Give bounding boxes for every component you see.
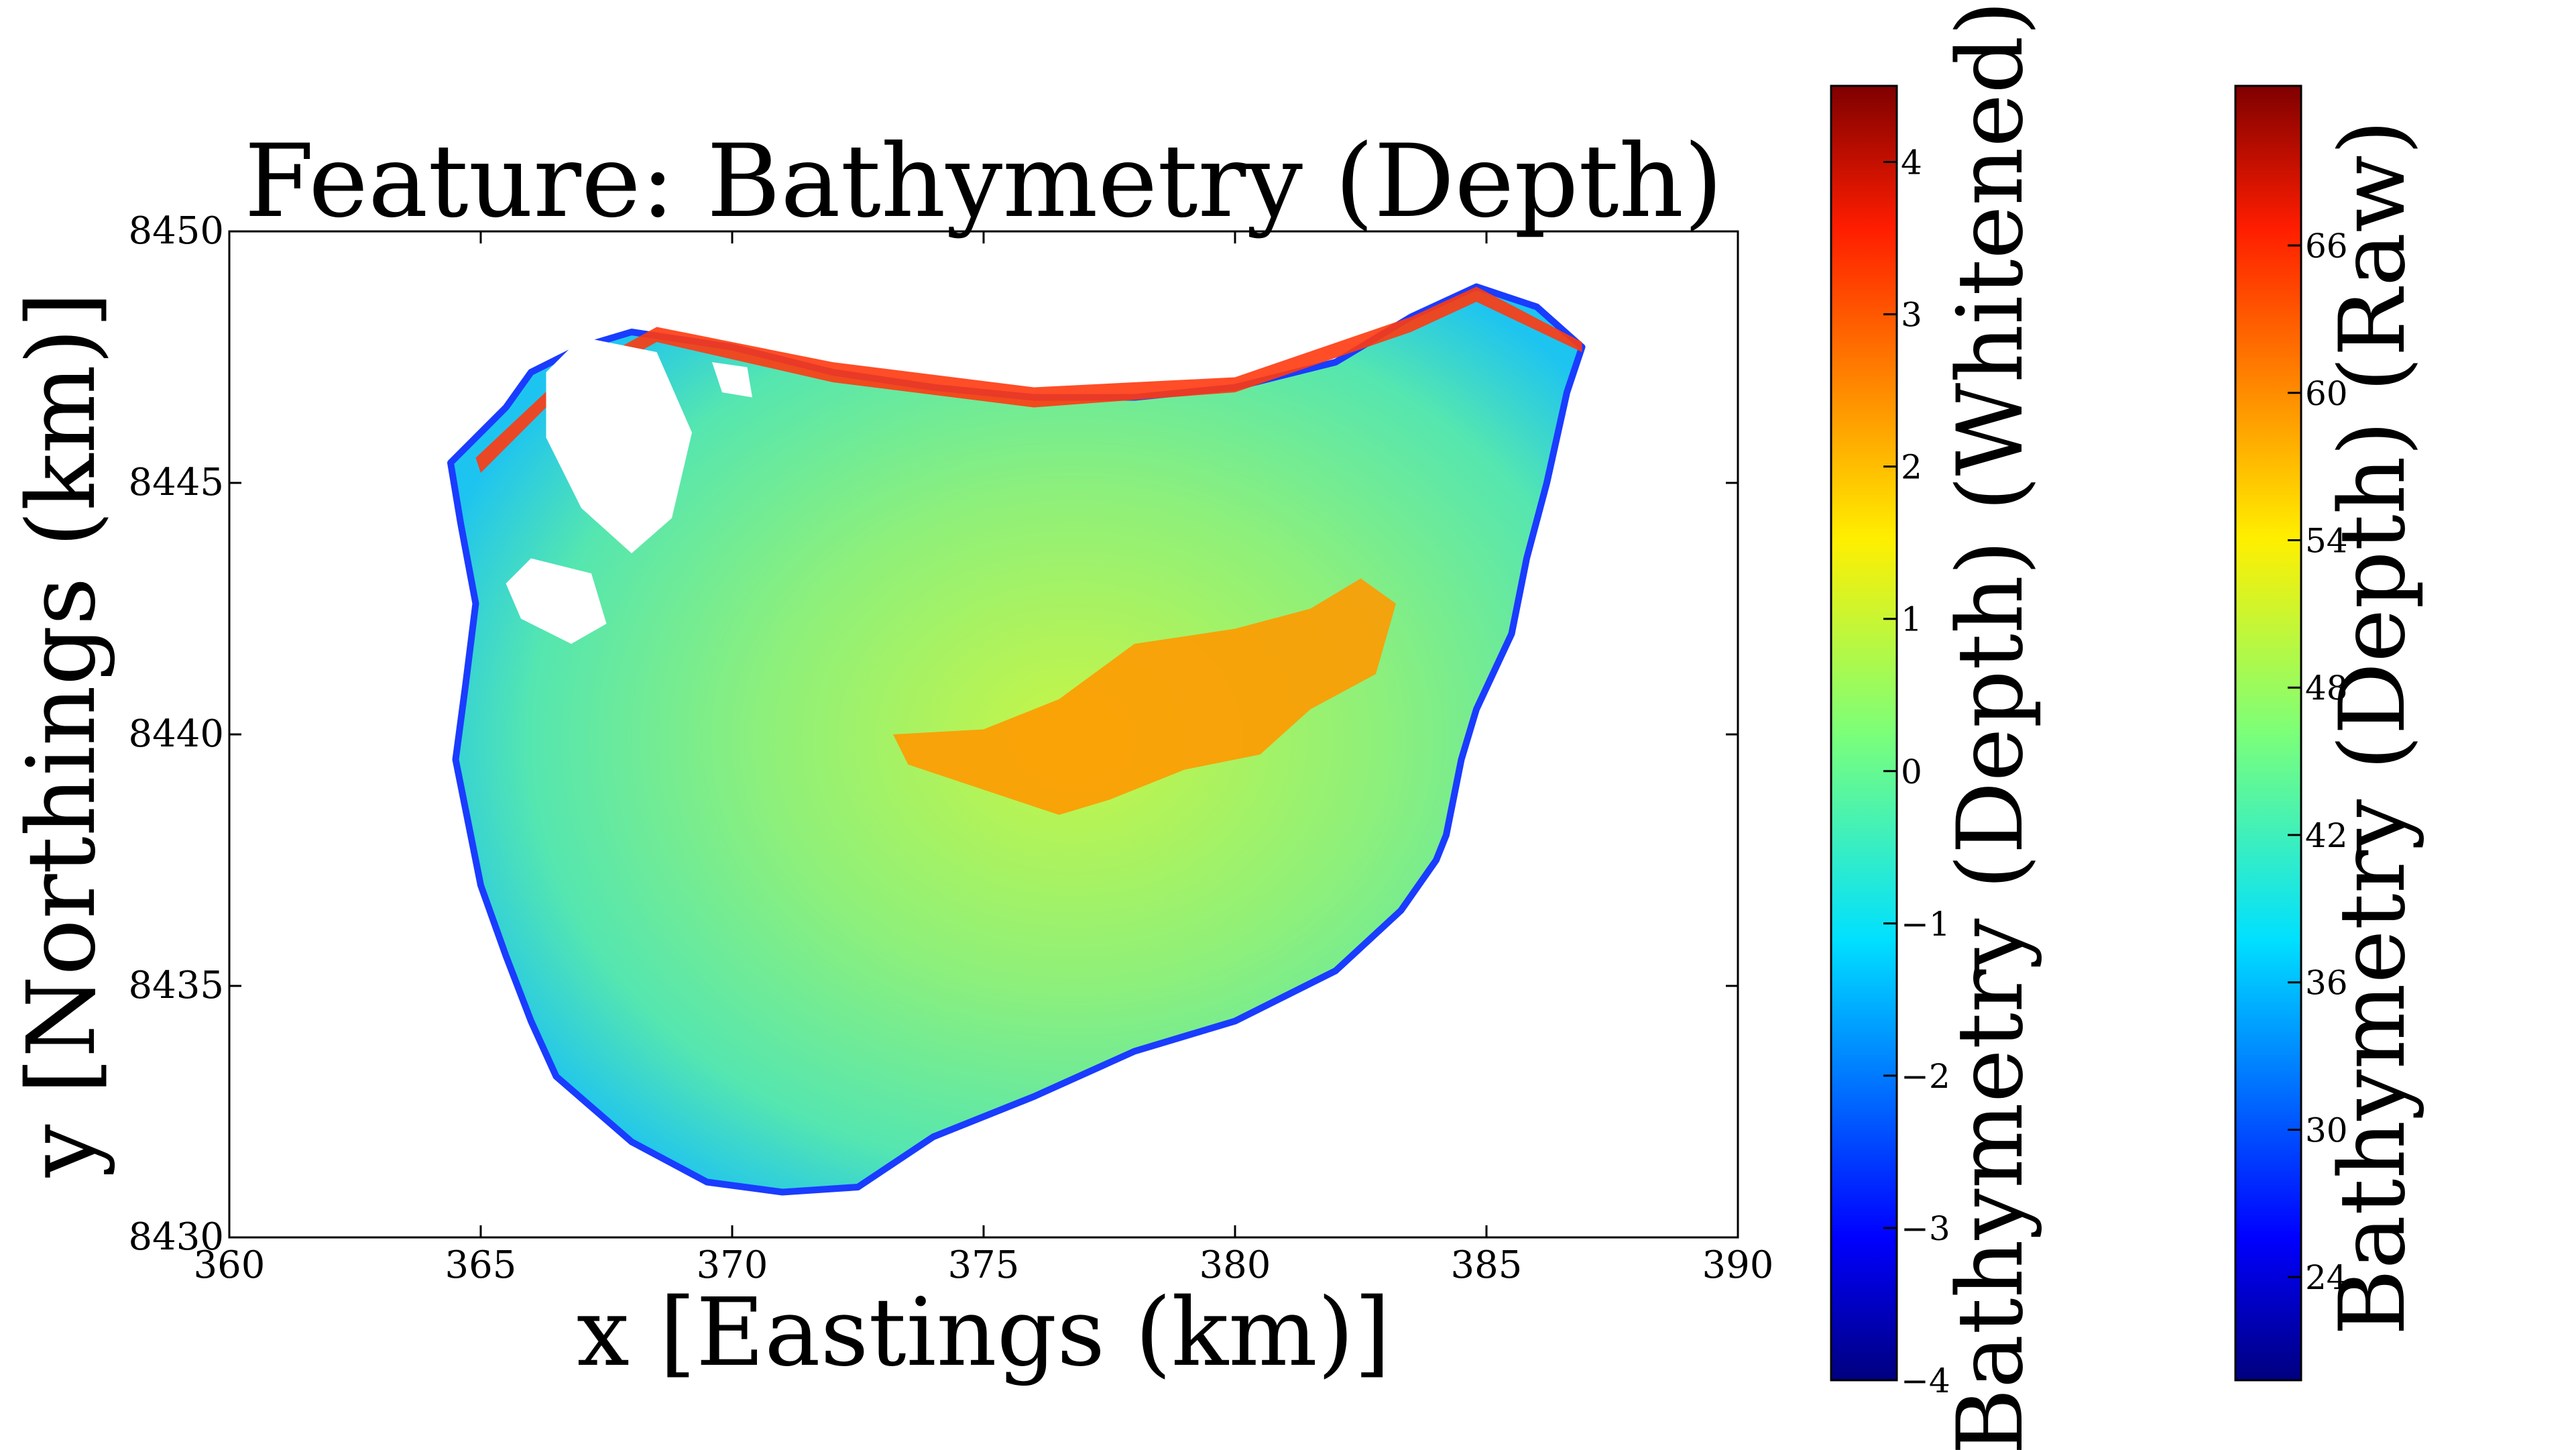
y-axis-ticks: 8430 8435 8440 8445 8450	[128, 209, 1738, 1259]
x-tick-label: 390	[1702, 1243, 1774, 1287]
y-tick-label: 8430	[128, 1215, 224, 1259]
x-axis-ticks: 360 365 370 375 380 385 390	[194, 231, 1774, 1287]
colorbar-tick-label: 24	[2305, 1258, 2348, 1297]
y-tick-label: 8445	[128, 461, 224, 504]
colorbar-tick-label: 0	[1901, 752, 1922, 791]
colorbar-tick-label: 30	[2305, 1111, 2348, 1150]
y-tick-label: 8450	[128, 209, 224, 253]
colorbar-whitened: −4 −3 −2 −1 0 1 2 3 4 Bathymetry (Depth) (Whiten…	[1830, 1, 2043, 1450]
y-axis-label: y [Northings (km)]	[7, 292, 117, 1178]
colorbar-tick-label: −1	[1901, 905, 1950, 944]
colorbar-raw: 24 30 36 42 48 54 60 66 Bathymetry (Depth) (Raw…	[2234, 85, 2425, 1382]
colorbar-raw-gradient	[2234, 85, 2302, 1382]
no-data-hole	[506, 558, 607, 644]
colorbar-tick-label: 3	[1901, 296, 1922, 335]
bathymetry-map	[447, 283, 1586, 1196]
colorbar-tick-label: 1	[1901, 600, 1922, 639]
colorbar-tick-label: −2	[1901, 1057, 1950, 1096]
x-tick-label: 365	[445, 1243, 517, 1287]
y-tick-label: 8440	[128, 712, 224, 756]
colorbar-tick-label: 66	[2305, 227, 2348, 266]
colorbar-tick-label: 60	[2305, 374, 2348, 413]
colorbar-tick-label: −3	[1901, 1209, 1950, 1248]
colorbar-tick-label: 4	[1901, 144, 1922, 182]
colorbar-tick-label: 2	[1901, 448, 1922, 487]
colorbar-raw-label: Bathymetry (Depth) (Raw)	[2320, 119, 2425, 1335]
x-tick-label: 370	[697, 1243, 768, 1287]
x-axis-label: x [Eastings (km)]	[577, 1278, 1391, 1388]
x-tick-label: 380	[1199, 1243, 1271, 1287]
chart-title: Feature: Bathymetry (Depth)	[244, 123, 1722, 240]
x-tick-label: 385	[1451, 1243, 1523, 1287]
colorbar-tick-label: 54	[2305, 522, 2348, 561]
colorbar-raw-ticks: 24 30 36 42 48 54 60 66	[2288, 227, 2348, 1297]
region-high-ridge	[893, 578, 1396, 815]
colorbar-whitened-label: Bathymetry (Depth) (Whitened)	[1938, 1, 2043, 1450]
colorbar-whitened-ticks: −4 −3 −2 −1 0 1 2 3 4	[1883, 144, 1950, 1400]
colorbar-tick-label: 42	[2305, 816, 2348, 855]
colorbar-tick-label: 48	[2305, 669, 2348, 708]
x-tick-label: 360	[194, 1243, 266, 1287]
no-data-hole	[546, 337, 692, 553]
x-tick-label: 375	[948, 1243, 1020, 1287]
no-data-hole	[712, 362, 752, 398]
main-plot-axes: Feature: Bathymetry (Depth) 360 365 370 375…	[7, 123, 1773, 1388]
colorbar-tick-label: 36	[2305, 964, 2348, 1003]
colorbar-tick-label: −4	[1901, 1361, 1950, 1400]
y-tick-label: 8435	[128, 964, 224, 1007]
colorbar-whitened-gradient	[1830, 85, 1898, 1382]
